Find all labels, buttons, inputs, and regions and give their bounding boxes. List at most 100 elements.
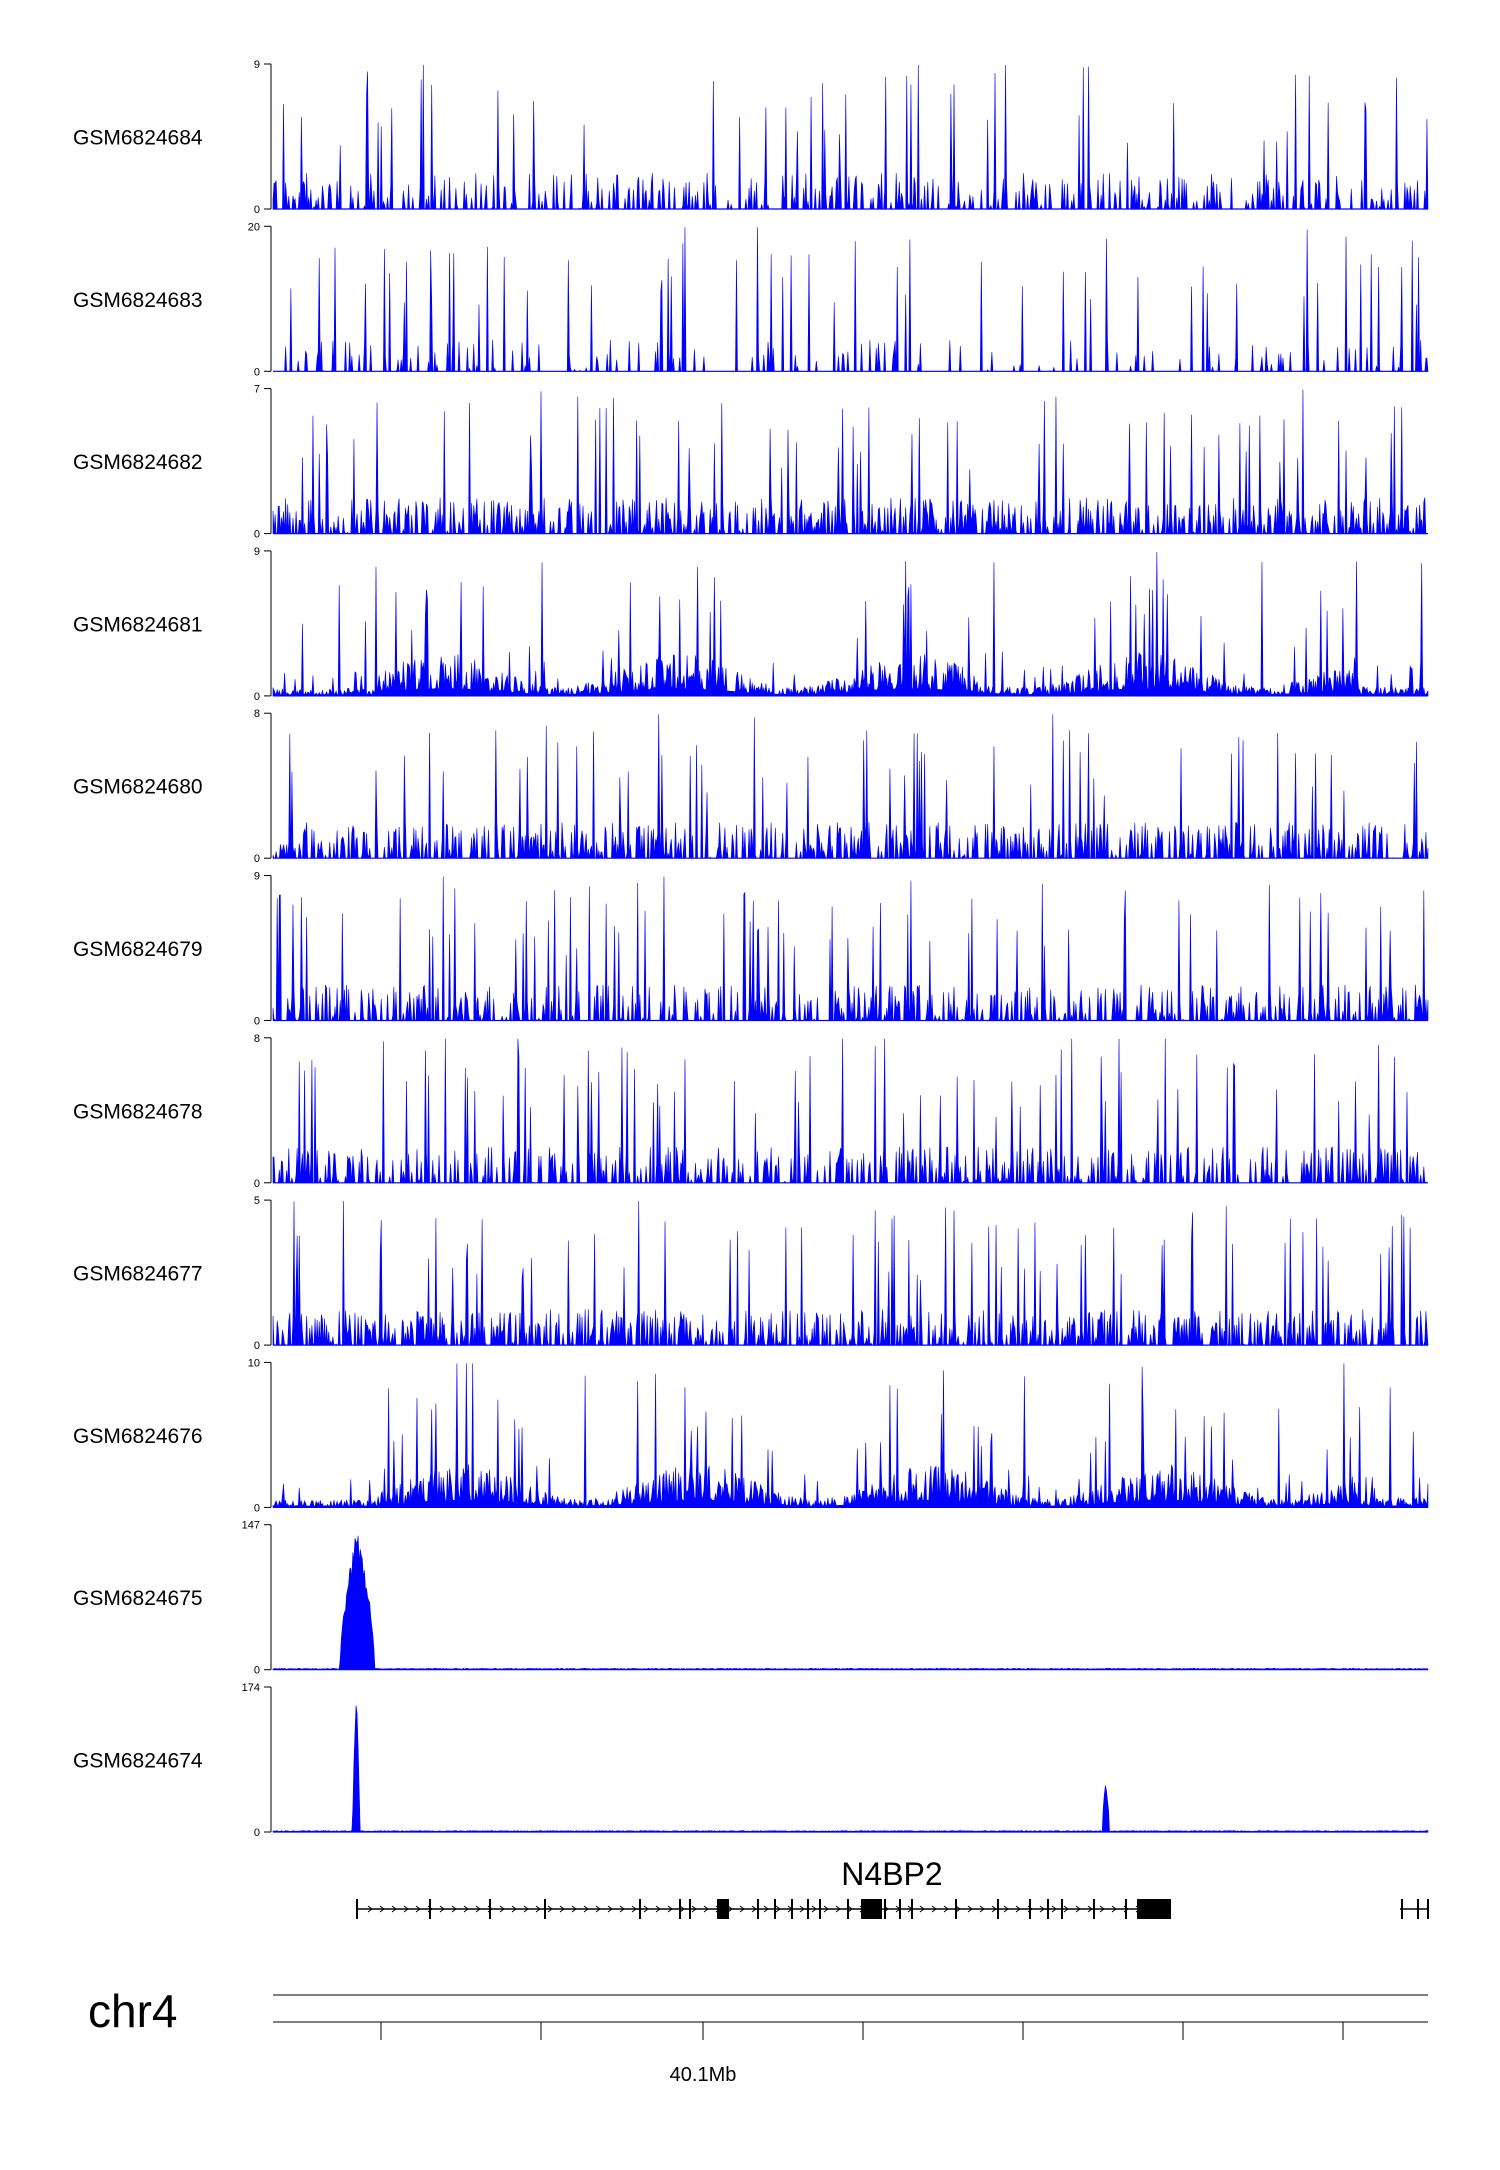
strand-arrow <box>823 1905 829 1913</box>
strand-arrow <box>619 1905 625 1913</box>
gene-coding-exon <box>717 1899 729 1919</box>
track-label: GSM6824680 <box>73 776 203 799</box>
y-axis-min-label: 0 <box>254 1178 260 1190</box>
strand-arrow <box>571 1905 577 1913</box>
strand-arrow <box>1087 1905 1093 1913</box>
x-axis-tick-label: 40.1Mb <box>670 2064 737 2086</box>
x-axis-ticks <box>380 2022 1344 2040</box>
y-axis-max-label: 20 <box>248 221 260 233</box>
strand-arrow <box>1111 1905 1117 1913</box>
strand-arrow <box>727 1905 733 1913</box>
strand-arrow <box>499 1905 505 1913</box>
track-GSM6824676: GSM6824676 10 0 <box>73 1357 1429 1514</box>
strand-arrow <box>667 1905 673 1913</box>
strand-arrow <box>595 1905 601 1913</box>
coverage-signal <box>273 227 1429 372</box>
track-label: GSM6824677 <box>73 1263 203 1286</box>
coverage-signal <box>272 1535 1429 1670</box>
track-label: GSM6824675 <box>73 1587 203 1610</box>
track-label: GSM6824681 <box>73 613 203 636</box>
strand-arrow <box>775 1905 781 1913</box>
track-GSM6824683: GSM6824683 20 0 <box>73 221 1429 378</box>
track-GSM6824675: GSM6824675 147 0 <box>73 1520 1429 1677</box>
y-axis-min-label: 0 <box>254 1827 260 1839</box>
y-axis-min-label: 0 <box>254 691 260 703</box>
strand-arrow <box>535 1905 541 1913</box>
strand-arrow <box>679 1905 685 1913</box>
coverage-signal <box>272 714 1429 860</box>
strand-arrow <box>943 1905 949 1913</box>
y-axis-max-label: 174 <box>242 1682 260 1694</box>
strand-arrow <box>415 1905 421 1913</box>
y-axis-max-label: 7 <box>254 384 260 396</box>
strand-arrow <box>1063 1905 1069 1913</box>
strand-arrow <box>763 1905 769 1913</box>
y-axis-min-label: 0 <box>254 1665 260 1677</box>
track-GSM6824681: GSM6824681 9 0 <box>73 546 1429 703</box>
coverage-signal <box>272 1201 1429 1347</box>
strand-arrow <box>391 1905 397 1913</box>
track-GSM6824677: GSM6824677 5 0 <box>73 1195 1429 1352</box>
y-axis-min-label: 0 <box>254 366 260 378</box>
track-GSM6824680: GSM6824680 8 0 <box>73 708 1429 865</box>
strand-arrow <box>1015 1905 1021 1913</box>
gene-name-label: N4BP2 <box>841 1856 942 1892</box>
track-GSM6824674: GSM6824674 174 0 <box>73 1682 1429 1839</box>
track-label: GSM6824678 <box>73 1100 203 1123</box>
y-axis-max-label: 9 <box>254 546 260 558</box>
track-label: GSM6824683 <box>73 289 203 312</box>
strand-arrow <box>523 1905 529 1913</box>
gene-utr <box>1140 1902 1171 1916</box>
y-axis-min-label: 0 <box>254 204 260 216</box>
strand-arrow <box>367 1905 373 1913</box>
strand-arrow <box>691 1905 697 1913</box>
track-label: GSM6824679 <box>73 938 203 961</box>
strand-arrow <box>379 1905 385 1913</box>
y-axis-max-label: 5 <box>254 1195 260 1207</box>
track-GSM6824679: GSM6824679 9 0 <box>73 871 1429 1028</box>
strand-arrow <box>847 1905 853 1913</box>
y-axis-max-label: 8 <box>254 1033 260 1045</box>
strand-arrow <box>439 1905 445 1913</box>
track-GSM6824682: GSM6824682 7 0 <box>73 384 1428 541</box>
track-GSM6824678: GSM6824678 8 0 <box>73 1033 1428 1190</box>
strand-arrow <box>511 1905 517 1913</box>
strand-arrow <box>955 1905 961 1913</box>
coverage-tracks: GSM682468490GSM6824683200GSM682468270GSM… <box>73 59 1429 1839</box>
track-label: GSM6824684 <box>73 127 203 150</box>
coverage-signal <box>272 64 1429 211</box>
strand-arrow <box>919 1905 925 1913</box>
strand-arrow <box>451 1905 457 1913</box>
coverage-signal <box>272 1038 1428 1184</box>
y-axis-min-label: 0 <box>254 853 260 865</box>
coverage-signal <box>272 1363 1429 1508</box>
coverage-signal <box>272 1705 1429 1833</box>
chromosome-axis: chr4 40.1Mb <box>88 1985 1428 2086</box>
strand-arrow <box>559 1905 565 1913</box>
strand-arrow <box>403 1905 409 1913</box>
y-axis-max-label: 9 <box>254 59 260 71</box>
coverage-signal <box>272 876 1429 1022</box>
strand-arrow <box>1099 1905 1105 1913</box>
strand-arrow <box>739 1905 745 1913</box>
strand-arrow <box>835 1905 841 1913</box>
strand-arrow <box>991 1905 997 1913</box>
strand-arrow <box>1003 1905 1009 1913</box>
gene-coding-exon <box>862 1899 882 1919</box>
gene-annotation-track: N4BP2 <box>356 1856 1429 1919</box>
track-label: GSM6824674 <box>73 1750 203 1773</box>
strand-arrow <box>607 1905 613 1913</box>
y-axis-max-label: 9 <box>254 871 260 883</box>
strand-arrow <box>931 1905 937 1913</box>
coverage-signal <box>272 551 1429 697</box>
y-axis-min-label: 0 <box>254 1340 260 1352</box>
chromosome-label: chr4 <box>88 1985 177 2037</box>
strand-arrow <box>1051 1905 1057 1913</box>
y-axis-max-label: 10 <box>248 1357 260 1369</box>
strand-arrow <box>475 1905 481 1913</box>
strand-arrow <box>1039 1905 1045 1913</box>
strand-arrow <box>1075 1905 1081 1913</box>
y-axis-min-label: 0 <box>254 1502 260 1514</box>
strand-arrow <box>583 1905 589 1913</box>
track-label: GSM6824676 <box>73 1425 203 1448</box>
